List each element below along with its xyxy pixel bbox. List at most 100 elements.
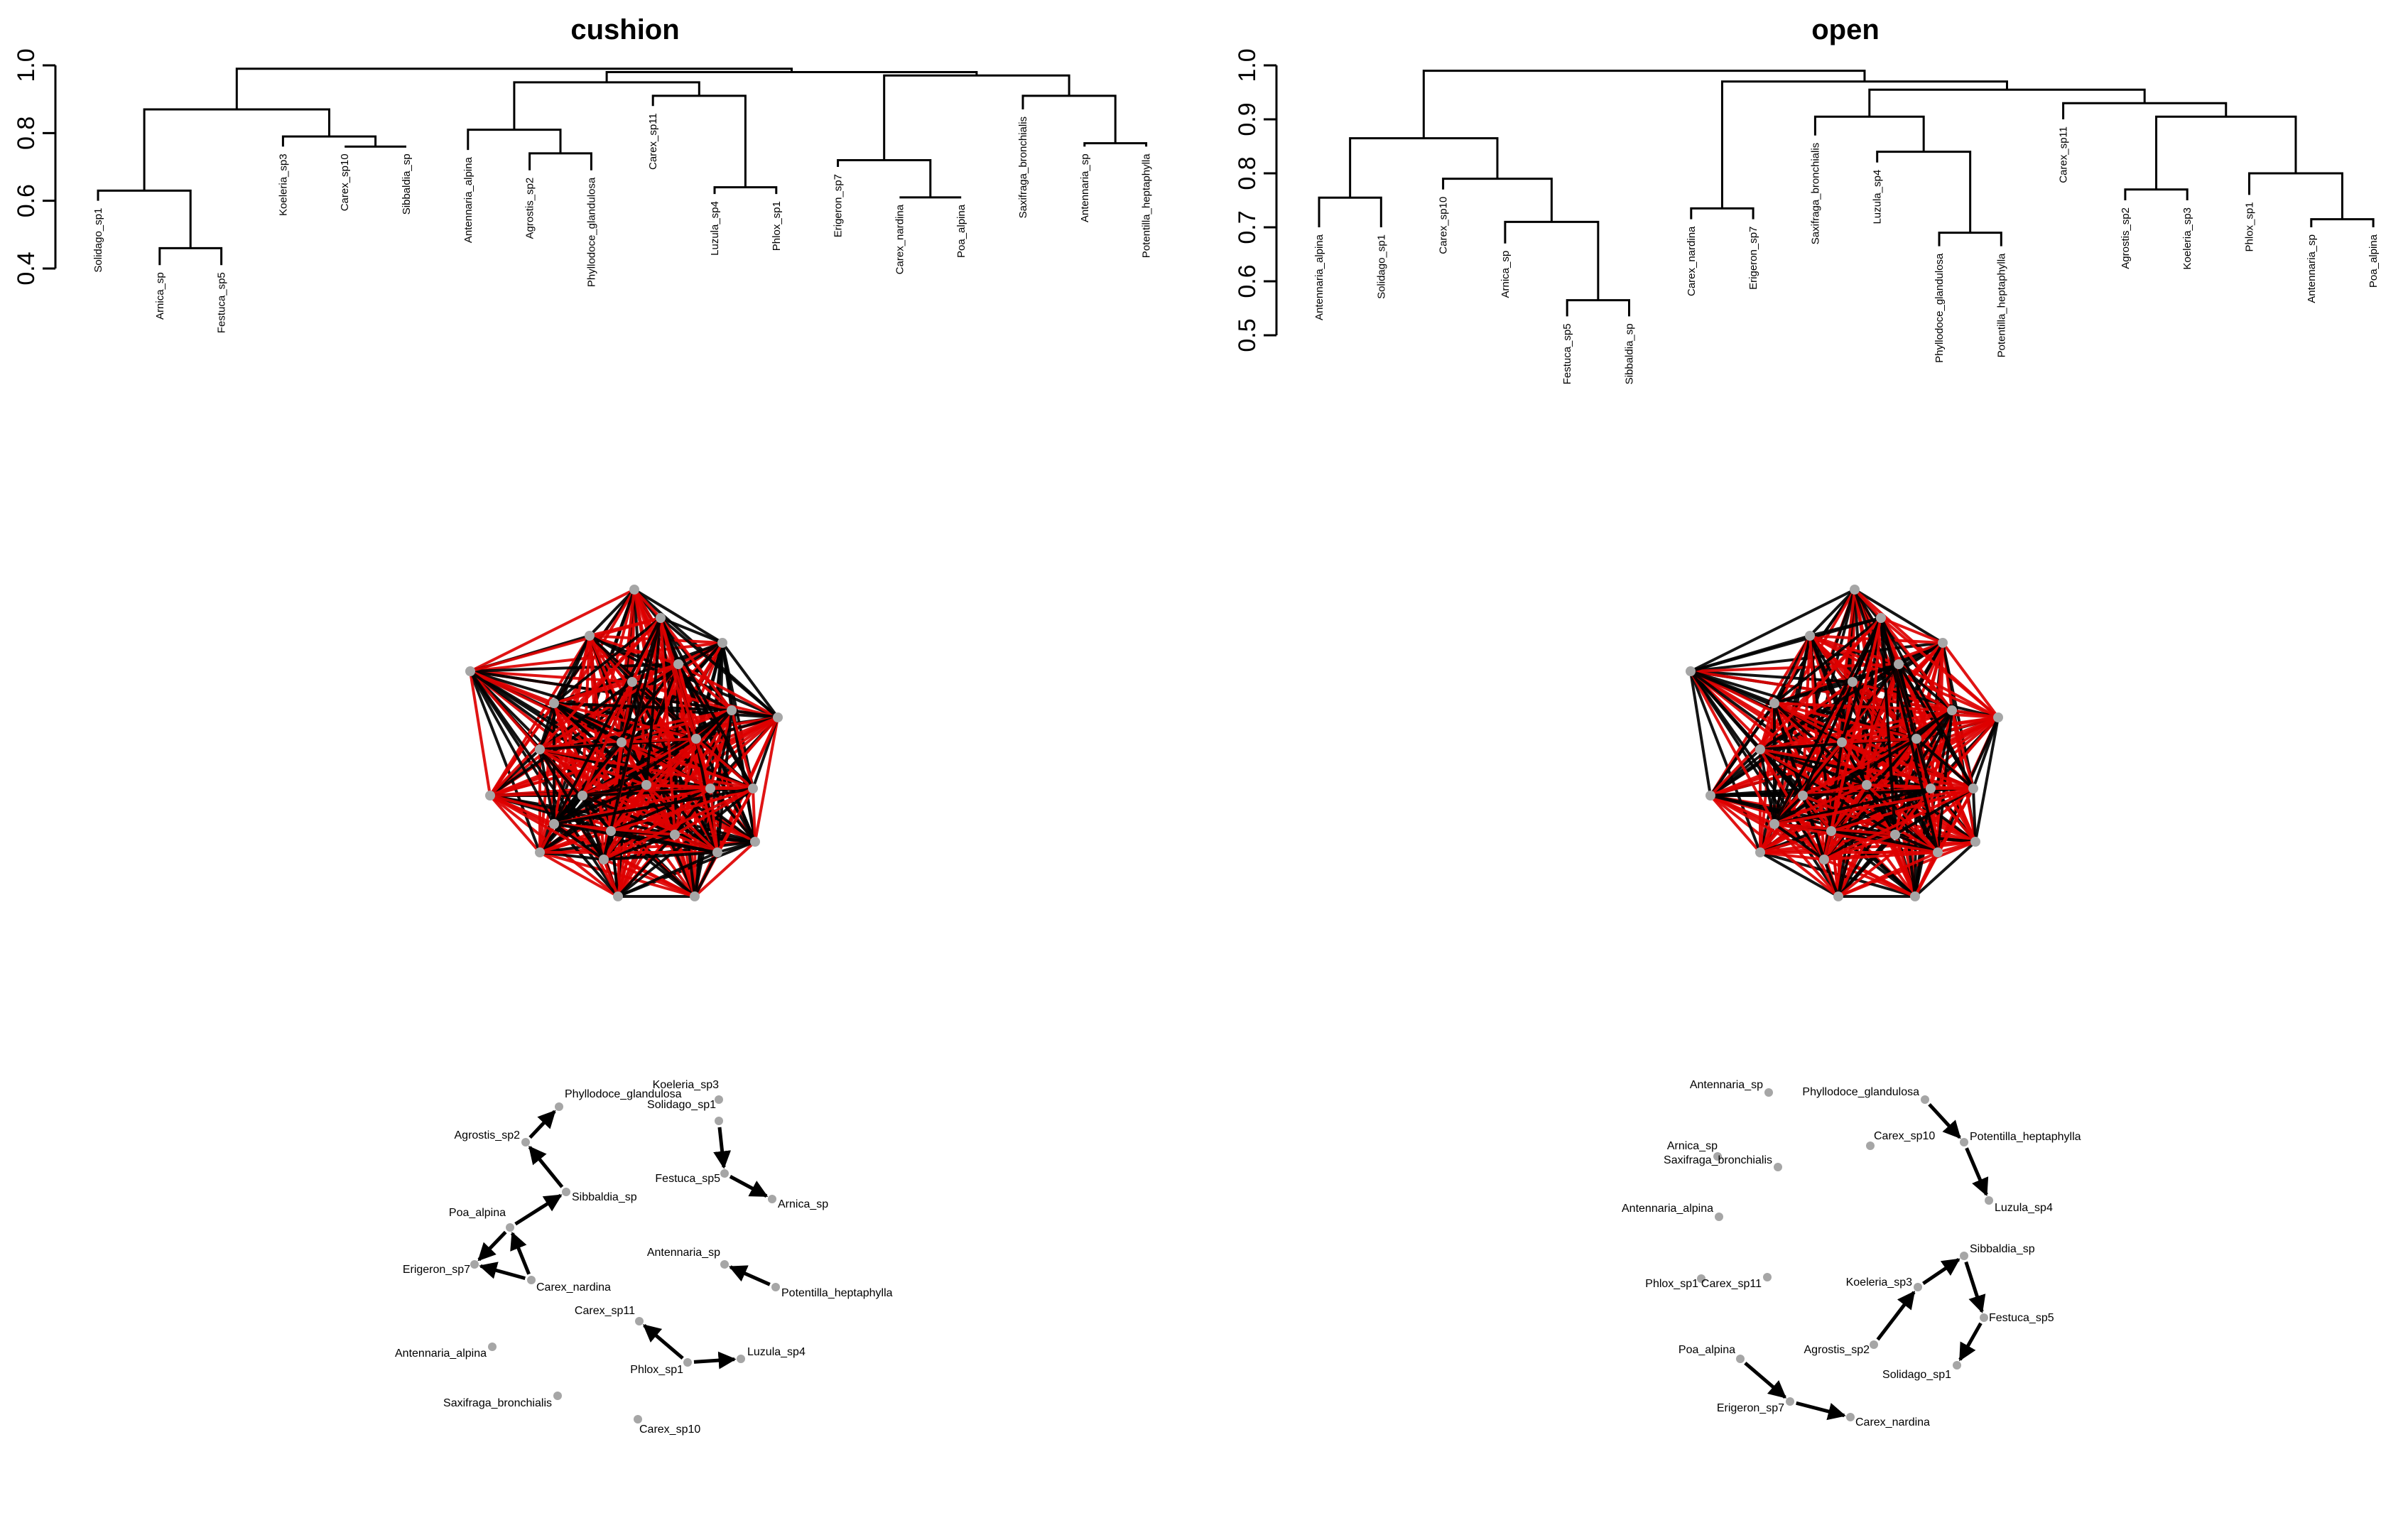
- network-edge: [1773, 794, 1804, 825]
- network-edge: [1808, 588, 1856, 637]
- interaction-edge: [1965, 1147, 1989, 1197]
- node-phyllodoce-glandulosa: [555, 1102, 563, 1111]
- network-edge: [1838, 851, 1938, 898]
- leaf-label-luzula-sp4: Luzula_sp4: [1872, 170, 1884, 224]
- network-edge: [553, 783, 647, 825]
- node-luzula-sp4: [1985, 1196, 1993, 1205]
- network-full-cushion: [465, 585, 783, 901]
- node-phyllodoce-glandulosa: [1921, 1095, 1929, 1104]
- node-label-koeleria-sp3: Koeleria_sp3: [653, 1079, 720, 1091]
- node-label-carex-sp11: Carex_sp11: [1701, 1278, 1762, 1290]
- leaf-label-koeleria-sp3: Koeleria_sp3: [2181, 207, 2193, 270]
- network-node: [690, 891, 700, 901]
- network-edge: [659, 617, 779, 719]
- network-node: [1933, 847, 1943, 857]
- network-edge: [1840, 617, 1882, 743]
- network-edge: [553, 823, 718, 854]
- node-phlox-sp1: [1697, 1274, 1705, 1283]
- network-edge: [678, 663, 779, 719]
- node-label-phyllodoce-glandulosa: Phyllodoce_glandulosa: [1802, 1086, 1919, 1098]
- network-node: [1938, 638, 1948, 648]
- network-edge: [1823, 859, 1840, 897]
- network-edge: [633, 588, 724, 644]
- network-node: [627, 677, 637, 687]
- network-node: [1837, 737, 1847, 747]
- network-edge: [1774, 702, 1953, 712]
- network-edge: [589, 617, 661, 637]
- network-edge: [582, 709, 732, 797]
- network-node: [1805, 631, 1815, 641]
- network-edge: [553, 737, 698, 825]
- dendrogram-branch: [713, 186, 778, 195]
- network-edge: [695, 737, 754, 790]
- node-label-phlox-sp1: Phlox_sp1: [1645, 1278, 1698, 1290]
- leaf-label-luzula-sp4: Luzula_sp4: [709, 201, 721, 256]
- network-edge: [1951, 710, 1975, 789]
- node-label-phlox-sp1: Phlox_sp1: [630, 1364, 683, 1376]
- node-solidago-sp1: [715, 1117, 723, 1125]
- chart-title: open: [1811, 14, 1880, 45]
- leaf-label-solidago-sp1: Solidago_sp1: [92, 208, 104, 273]
- network-node: [712, 847, 722, 857]
- network-edge: [754, 717, 779, 842]
- network-edge: [1880, 617, 1897, 835]
- network-edge: [1823, 851, 1938, 861]
- interaction-edge: [1922, 1257, 1960, 1286]
- leaf-label-carex-sp11: Carex_sp11: [2058, 126, 2070, 183]
- leaf-label-poa-alpina: Poa_alpina: [955, 204, 967, 258]
- network-node: [1686, 666, 1696, 676]
- network-edge: [1972, 788, 1977, 842]
- network-edge: [1914, 852, 1939, 897]
- network-edge: [1823, 787, 1974, 861]
- interaction-edge: [1958, 1322, 1983, 1362]
- network-edge: [617, 787, 754, 898]
- network-edge: [730, 710, 754, 789]
- network-edge: [553, 702, 754, 790]
- node-carex-nardina: [1846, 1413, 1855, 1421]
- network-node: [1755, 744, 1765, 754]
- network-node: [1826, 826, 1836, 836]
- network-edge: [1774, 663, 1899, 705]
- network-node: [617, 737, 627, 747]
- node-label-antennaria-alpina: Antennaria_alpina: [395, 1347, 487, 1360]
- network-node: [717, 638, 727, 648]
- interaction-edge: [477, 1230, 507, 1262]
- node-luzula-sp4: [737, 1355, 745, 1363]
- network-node: [1798, 791, 1808, 801]
- dendrogram-branch: [837, 158, 932, 197]
- dendrogram-branch: [528, 152, 592, 170]
- interaction-edge: [479, 1262, 526, 1281]
- dendrogram-branch: [2124, 188, 2189, 200]
- network-node: [1926, 783, 1936, 793]
- network-edge: [1774, 787, 1974, 825]
- network-edge: [1841, 737, 1917, 744]
- network-edge: [602, 737, 698, 861]
- leaf-label-antennaria-sp: Antennaria_sp: [2306, 234, 2318, 303]
- network-edge: [1880, 617, 2000, 719]
- network-node: [656, 613, 666, 623]
- network-edge: [1801, 617, 1882, 796]
- node-label-koeleria-sp3: Koeleria_sp3: [1846, 1276, 1913, 1289]
- node-label-carex-nardina: Carex_nardina: [1855, 1416, 1930, 1428]
- network-edge: [539, 851, 619, 898]
- network-node: [535, 847, 545, 857]
- node-koeleria-sp3: [715, 1095, 723, 1104]
- network-node: [1890, 830, 1900, 840]
- network-edge: [602, 617, 662, 860]
- dendrogram-branch: [1720, 80, 2008, 209]
- network-edge: [1897, 663, 1953, 712]
- interaction-edge: [1796, 1401, 1846, 1421]
- node-label-arnica-sp: Arnica_sp: [778, 1198, 828, 1210]
- network-edge: [1880, 617, 1939, 853]
- network-edge: [538, 749, 555, 825]
- node-label-carex-sp10: Carex_sp10: [639, 1423, 700, 1436]
- dendrogram-branch: [651, 94, 747, 188]
- network-edge: [1759, 617, 1882, 751]
- network-edge: [617, 833, 676, 898]
- node-label-carex-sp11: Carex_sp11: [575, 1305, 635, 1317]
- network-node: [673, 659, 683, 669]
- network-edge: [1773, 823, 1826, 861]
- network-edge: [1802, 709, 1953, 797]
- network-edge: [752, 788, 756, 842]
